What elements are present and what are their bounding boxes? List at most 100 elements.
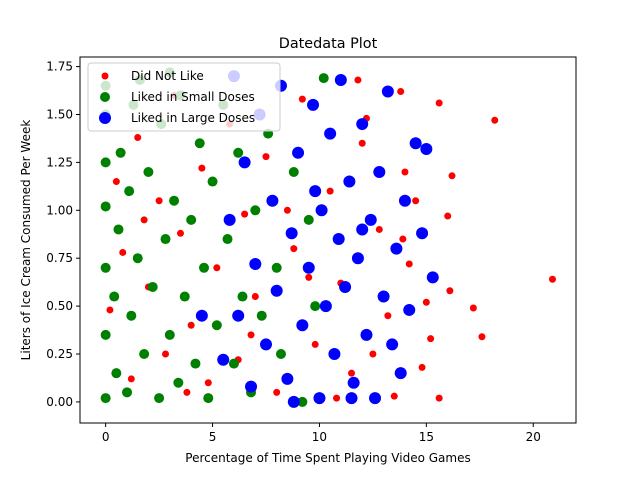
scatter-point [373,165,386,178]
scatter-point [319,300,332,313]
scatter-point [222,234,233,245]
scatter-point [364,213,377,226]
scatter-point [405,260,413,268]
scatter-point [176,229,184,237]
scatter-point [369,392,382,405]
scatter-point [310,301,321,312]
scatter-point [155,197,163,205]
scatter-point [394,367,407,380]
scatter-point [126,310,137,321]
scatter-point [213,264,221,272]
scatter-point [403,303,416,316]
scatter-point [251,293,259,301]
scatter-point [232,309,245,322]
scatter-point [169,195,180,206]
legend-marker [100,92,110,102]
scatter-point [324,127,337,140]
scatter-point [420,142,433,155]
scatter-point [111,368,122,379]
scatter-point [270,284,283,297]
x-tick-label: 20 [526,430,541,444]
scatter-point [100,393,111,404]
scatter-point [347,376,360,389]
legend-label: Liked in Small Doses [131,90,255,104]
scatter-point [134,133,142,141]
y-tick-label: 1.50 [46,107,73,121]
scatter-point [307,98,320,111]
scatter-point [386,338,399,351]
scatter-point [469,304,477,312]
scatter-point [311,340,319,348]
scatter-point [119,248,127,256]
scatter-point [356,223,369,236]
y-tick-label: 0.00 [46,395,73,409]
scatter-point [179,291,190,302]
scatter-point [100,157,111,168]
y-tick-label: 1.75 [46,60,73,74]
scatter-point [328,348,341,361]
scatter-point [122,387,133,398]
scatter-point [390,392,398,400]
scatter-point [377,290,390,303]
scatter-point [397,87,405,95]
scatter-point [326,187,334,195]
scatter-point [309,185,322,198]
scatter-point [100,329,111,340]
scatter-point [249,257,262,270]
scatter-point [275,349,286,360]
scatter-point [139,349,150,360]
legend-box [87,62,281,132]
scatter-point [288,166,299,177]
chart-title: Datedata Plot [279,36,378,52]
scatter-point [399,235,407,243]
scatter-point [478,333,486,341]
scatter-point [256,310,267,321]
scatter-point [444,212,452,220]
scatter-point [303,214,314,225]
scatter-point [262,153,270,161]
scatter-point [409,137,422,150]
scatter-point [164,329,175,340]
scatter-point [124,186,135,197]
scatter-point [207,176,218,187]
x-axis-label: Percentage of Time Spent Playing Video G… [185,451,470,465]
scatter-point [241,210,249,218]
scatter-point [290,245,298,253]
scatter-point [381,85,394,98]
scatter-point [266,194,279,207]
y-tick-label: 0.25 [46,347,73,361]
scatter-point [217,353,230,366]
x-tick-label: 0 [102,430,110,444]
scatter-point [283,206,291,214]
scatter-point [186,214,197,225]
scatter-point [199,262,209,273]
scatter-point [140,216,148,224]
scatter-point [348,369,356,377]
scatter-point [305,273,313,281]
x-tick-label: 15 [419,430,434,444]
scatter-point [100,201,111,212]
scatter-point [448,172,456,180]
scatter-point [198,164,206,172]
scatter-point [332,233,345,246]
scatter-point [398,194,411,207]
scatter-point [354,76,362,84]
scatter-point [416,227,429,240]
scatter-point [343,175,356,188]
scatter-point [127,375,135,383]
scatter-point [369,350,377,358]
scatter-point [360,328,373,341]
scatter-point [228,358,239,369]
y-tick-label: 0.75 [46,251,73,265]
scatter-point [333,394,341,402]
scatter-point [422,298,430,306]
scatter-point [132,253,143,264]
scatter-point [194,138,205,149]
scatter-point [435,394,443,402]
scatter-point [211,320,222,331]
scatter-point [162,350,170,358]
scatter-point [446,287,454,295]
x-tick-label: 5 [209,430,217,444]
scatter-point [302,261,315,274]
